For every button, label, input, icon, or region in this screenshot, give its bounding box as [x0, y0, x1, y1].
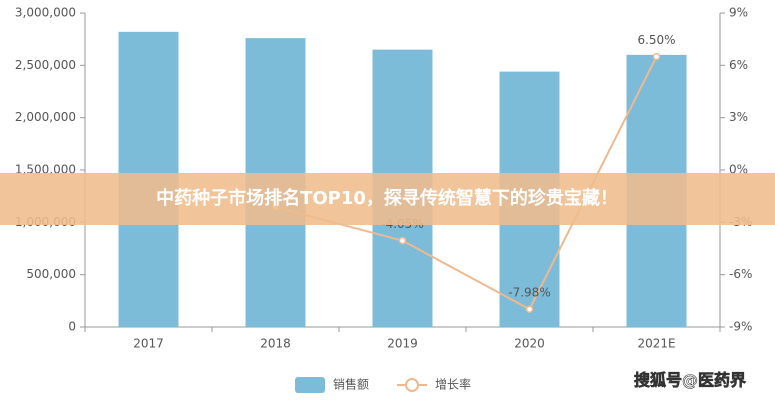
y-tick-label: 3,000,000: [15, 6, 76, 20]
legend-swatch: [295, 377, 325, 393]
y-tick-label: 2,500,000: [15, 58, 76, 72]
banner-text: 中药种子市场排名TOP10，探寻传统智慧下的珍贵宝藏！: [156, 187, 618, 209]
y2-tick-label: -6%: [729, 267, 752, 281]
x-tick-label: 2021E: [637, 337, 675, 351]
y2-tick-label: 9%: [729, 6, 748, 20]
x-tick-label: 2019: [387, 337, 418, 351]
y-tick-label: 2,000,000: [15, 110, 76, 124]
y2-tick-label: 3%: [729, 110, 748, 124]
x-tick-label: 2020: [514, 337, 545, 351]
y-tick-label: 500,000: [26, 267, 76, 281]
y-tick-label: 0: [68, 320, 76, 334]
point: [525, 305, 534, 313]
legend-label: 销售额: [333, 377, 369, 392]
y2-tick-label: -9%: [729, 320, 752, 334]
x-tick-label: 2018: [260, 337, 291, 351]
banner-band: [0, 173, 775, 225]
data-label: -7.98%: [508, 286, 550, 300]
x-tick-label: 2017: [133, 337, 164, 351]
y2-tick-label: 6%: [729, 58, 748, 72]
point: [398, 236, 407, 245]
watermark: 搜狐号@医药界: [634, 371, 746, 390]
point: [652, 52, 661, 61]
legend-label: 增长率: [435, 377, 471, 392]
data-label: 6.50%: [637, 33, 675, 47]
legend-swatch: [405, 378, 419, 392]
